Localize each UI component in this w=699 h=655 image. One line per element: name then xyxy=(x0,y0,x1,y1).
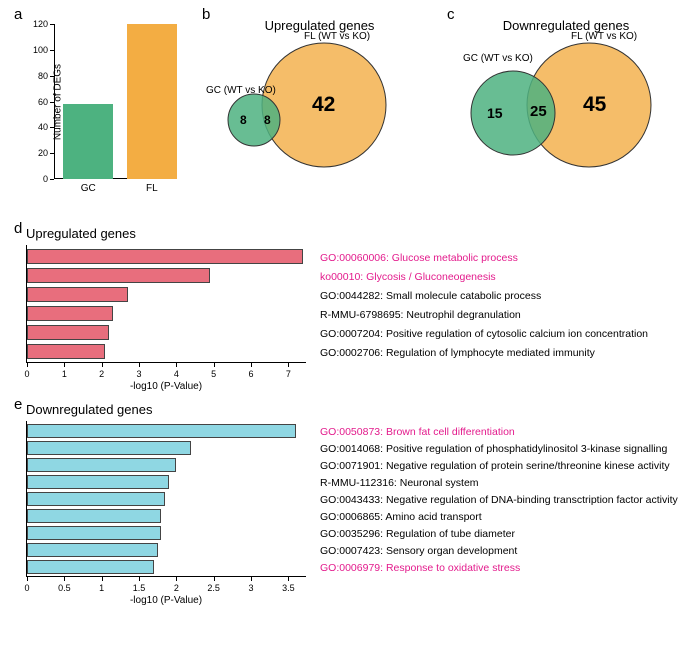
ytick-label: 120 xyxy=(26,19,48,29)
venn-downregulated: 152545GC (WT vs KO)FL (WT vs KO) xyxy=(451,35,681,175)
ytick-label: 80 xyxy=(26,71,48,81)
xtick-label: 6 xyxy=(248,369,253,379)
ytick-label: 20 xyxy=(26,148,48,158)
go-term-label: GO:00060006: Glucose metabolic process xyxy=(320,249,648,268)
ytick-label: 0 xyxy=(26,174,48,184)
go-bar xyxy=(27,344,105,359)
venn-num-mid: 8 xyxy=(264,113,271,127)
xtick-label: 3.5 xyxy=(282,583,295,593)
go-bar xyxy=(27,424,296,438)
go-term-label: R-MMU-6798695: Neutrophil degranulation xyxy=(320,306,648,325)
xtick-label: 1 xyxy=(62,369,67,379)
xtick-label: 7 xyxy=(286,369,291,379)
venn-left-set-label: GC (WT vs KO) xyxy=(463,53,533,64)
x-axis-label: -log10 (P-Value) xyxy=(26,595,306,606)
go-bar xyxy=(27,475,169,489)
go-bar xyxy=(27,268,210,283)
panel-b-label: b xyxy=(202,6,210,23)
panel-c-label: c xyxy=(447,6,455,23)
go-term-label: GO:0002706: Regulation of lymphocyte med… xyxy=(320,344,648,363)
go-bar xyxy=(27,249,303,264)
venn-right-set-label: FL (WT vs KO) xyxy=(304,31,370,42)
xtick-label: 2 xyxy=(99,369,104,379)
xtick-label: 2.5 xyxy=(207,583,220,593)
go-term-label: GO:0006865: Amino acid transport xyxy=(320,509,678,526)
panel-a: a Number of DEGs 020406080100120GCFL xyxy=(18,12,188,212)
go-bar xyxy=(27,287,128,302)
xtick-label: 4 xyxy=(174,369,179,379)
go-term-label: GO:0007423: Sensory organ development xyxy=(320,543,678,560)
go-term-label: ko00010: Glycosis / Gluconeogenesis xyxy=(320,268,648,287)
venn-c-title: Downregulated genes xyxy=(451,18,681,33)
panel-c: c Downregulated genes 152545GC (WT vs KO… xyxy=(451,12,681,212)
go-term-label: GO:0006979: Response to oxidative stress xyxy=(320,560,678,577)
ytick-label: 40 xyxy=(26,122,48,132)
xlabel-fl: FL xyxy=(146,183,158,194)
panel-d-label: d xyxy=(14,220,22,237)
go-bar xyxy=(27,509,161,523)
xtick-label: 0 xyxy=(24,583,29,593)
go-bar xyxy=(27,441,191,455)
y-axis-label: Number of DEGs xyxy=(53,63,64,139)
ytick-label: 60 xyxy=(26,97,48,107)
go-bar xyxy=(27,526,161,540)
xlabel-gc: GC xyxy=(81,183,96,194)
go-e-title: Downregulated genes xyxy=(26,402,681,417)
ytick-label: 100 xyxy=(26,45,48,55)
panel-e-label: e xyxy=(14,396,22,413)
bar-gc xyxy=(63,104,113,179)
go-e-chart: 0 0.5 1 1.5 2 2.5 3 3.5 -log10 (P-Value) xyxy=(18,421,310,606)
venn-num-left: 8 xyxy=(240,113,247,127)
go-term-label: GO:0050873: Brown fat cell differentiati… xyxy=(320,424,678,441)
go-bar xyxy=(27,560,154,574)
xtick-label: 3 xyxy=(136,369,141,379)
go-d-labels: GO:00060006: Glucose metabolic processko… xyxy=(320,245,648,363)
bar-chart-degs: Number of DEGs 020406080100120GCFL xyxy=(54,24,174,179)
top-row: a Number of DEGs 020406080100120GCFL b U… xyxy=(18,12,681,212)
go-d-title: Upregulated genes xyxy=(26,226,681,241)
venn-left-set-label: GC (WT vs KO) xyxy=(206,85,276,96)
xtick-label: 3 xyxy=(248,583,253,593)
go-term-label: GO:0071901: Negative regulation of prote… xyxy=(320,458,678,475)
go-bar xyxy=(27,325,109,340)
go-bar xyxy=(27,492,165,506)
go-e-labels: GO:0050873: Brown fat cell differentiati… xyxy=(320,421,678,577)
panel-d: d Upregulated genes 01234567-log10 (P-Va… xyxy=(18,226,681,392)
go-term-label: GO:0035296: Regulation of tube diameter xyxy=(320,526,678,543)
panel-b: b Upregulated genes 8842GC (WT vs KO)FL … xyxy=(206,12,433,212)
go-term-label: GO:0014068: Positive regulation of phosp… xyxy=(320,441,678,458)
go-term-label: R-MMU-112316: Neuronal system xyxy=(320,475,678,492)
xtick-label: 1 xyxy=(99,583,104,593)
xtick-label: 5 xyxy=(211,369,216,379)
go-bar xyxy=(27,458,176,472)
venn-num-mid: 25 xyxy=(530,103,547,120)
venn-num-right: 42 xyxy=(312,93,335,117)
x-axis-label: -log10 (P-Value) xyxy=(26,381,306,392)
go-term-label: GO:0043433: Negative regulation of DNA-b… xyxy=(320,492,678,509)
go-d-chart: 0 1 2 3 4 5 6 7 -log10 (P-Value) xyxy=(18,245,310,392)
venn-right-set-label: FL (WT vs KO) xyxy=(571,31,637,42)
panel-a-label: a xyxy=(14,6,22,23)
xtick-label: 1.5 xyxy=(133,583,146,593)
go-term-label: GO:0007204: Positive regulation of cytos… xyxy=(320,325,648,344)
go-term-label: GO:0044282: Small molecule catabolic pro… xyxy=(320,287,648,306)
go-bar xyxy=(27,306,113,321)
venn-num-left: 15 xyxy=(487,105,503,121)
xtick-label: 2 xyxy=(174,583,179,593)
venn-num-right: 45 xyxy=(583,93,606,117)
xtick-label: 0.5 xyxy=(58,583,71,593)
venn-upregulated: 8842GC (WT vs KO)FL (WT vs KO) xyxy=(206,35,426,175)
bar-fl xyxy=(127,24,177,179)
panel-e: e Downregulated genes 00.511.522.533.5-l… xyxy=(18,402,681,606)
xtick-label: 0 xyxy=(24,369,29,379)
go-bar xyxy=(27,543,158,557)
